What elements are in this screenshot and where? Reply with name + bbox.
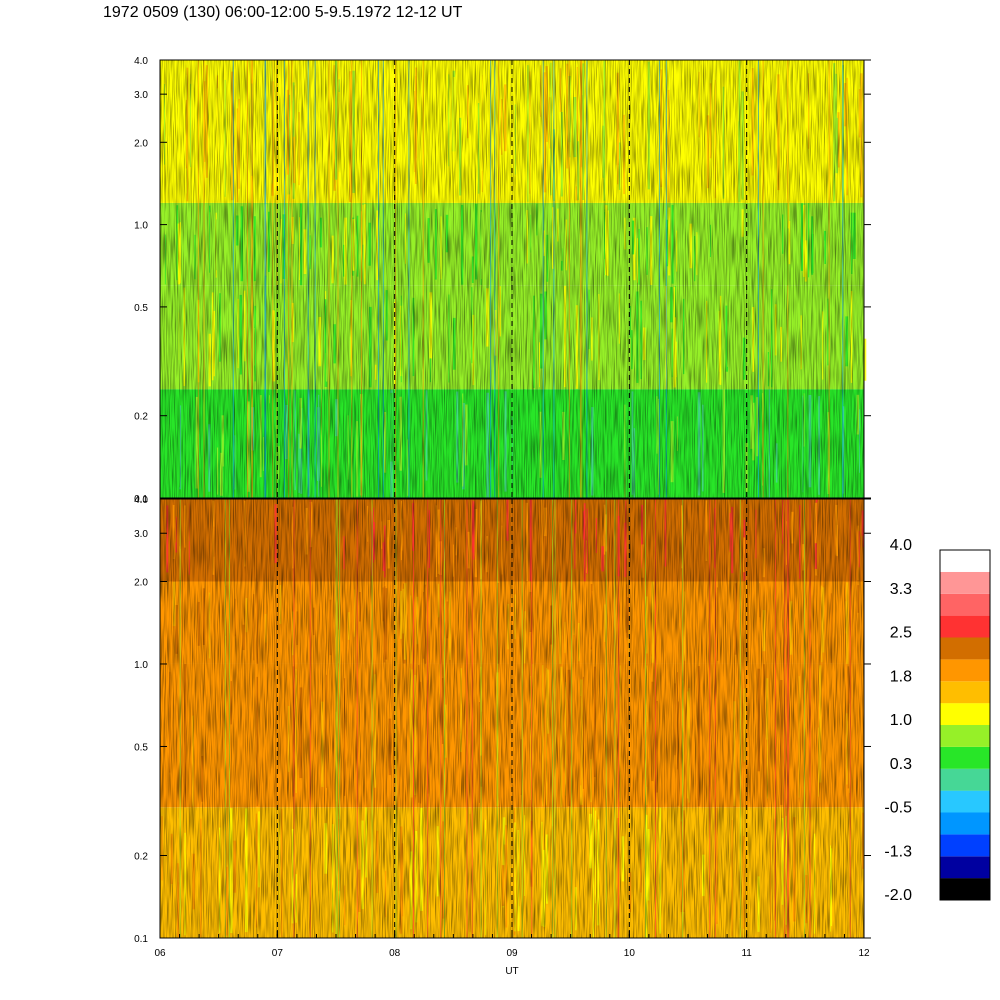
colorbar-swatch — [940, 593, 990, 616]
y-tick-label: 0.5 — [134, 303, 148, 314]
colorbar-label: 1.0 — [890, 712, 912, 729]
y-tick-label: 1.0 — [134, 660, 148, 671]
y-tick-label: 0.1 — [134, 934, 148, 945]
y-tick-label: 0.5 — [134, 742, 148, 753]
y-tick-label: 3.0 — [134, 90, 148, 101]
colorbar-swatch — [940, 571, 990, 594]
y-tick-label: 2.0 — [134, 138, 148, 149]
colorbar-swatch — [940, 725, 990, 747]
bottom-spectrogram-panel: 0.1 0.2 0.5 1.0 2.0 3.0 4.0 — [134, 495, 871, 945]
colorbar-label: 0.3 — [890, 756, 912, 773]
top-spectrogram-panel: 0.1 0.2 0.5 1.0 2.0 3.0 4.0 — [134, 56, 871, 505]
colorbar-swatch — [940, 878, 990, 900]
x-tick-label: 09 — [506, 948, 518, 959]
colorbar-swatch — [940, 681, 990, 704]
x-tick-label: 12 — [858, 948, 870, 959]
colorbar-label: 4.0 — [890, 537, 912, 554]
colorbar-swatch — [940, 812, 990, 835]
y-tick-label: 0.2 — [134, 412, 148, 423]
y-tick-label: 3.0 — [134, 529, 148, 540]
colorbar: 4.0 3.3 2.5 1.8 1.0 0.3 -0.5 -1.3 -2.0 — [884, 537, 991, 904]
colorbar-label: 1.8 — [890, 668, 912, 685]
colorbar-swatch — [940, 703, 990, 725]
chart-title: 1972 0509 (130) 06:00-12:00 5-9.5.1972 1… — [103, 4, 463, 21]
y-tick-label: 2.0 — [134, 577, 148, 588]
axes-layer: 06 07 08 09 10 11 12 — [154, 930, 870, 959]
y-tick-label: 4.0 — [134, 56, 148, 67]
y-tick-label: 0.2 — [134, 852, 148, 863]
y-tick-label: 0.1 — [134, 494, 148, 505]
x-tick-label: 11 — [741, 948, 752, 959]
colorbar-label: -2.0 — [884, 887, 912, 904]
colorbar-frame — [939, 549, 991, 901]
x-tick-label: 07 — [272, 948, 284, 959]
y-tick-label: 4.0 — [134, 495, 148, 506]
colorbar-label: 2.5 — [890, 625, 912, 642]
colorbar-swatch — [940, 746, 990, 769]
streak — [863, 338, 867, 381]
x-tick-label: 06 — [154, 948, 166, 959]
colorbar-label: 3.3 — [890, 581, 912, 598]
colorbar-swatch — [940, 856, 990, 879]
colorbar-swatch — [940, 637, 990, 660]
x-tick-label: 08 — [389, 948, 401, 959]
colorbar-swatch — [940, 768, 990, 791]
colorbar-label: -0.5 — [884, 800, 912, 817]
colorbar-swatch — [940, 834, 990, 857]
x-axis-label: UT — [505, 966, 518, 977]
colorbar-swatch — [940, 659, 990, 682]
colorbar-swatch — [940, 790, 990, 813]
x-tick-label: 10 — [624, 948, 636, 959]
colorbar-swatch — [940, 550, 990, 572]
colorbar-label: -1.3 — [884, 843, 912, 860]
y-tick-label: 1.0 — [134, 221, 148, 232]
colorbar-swatch — [940, 615, 990, 638]
